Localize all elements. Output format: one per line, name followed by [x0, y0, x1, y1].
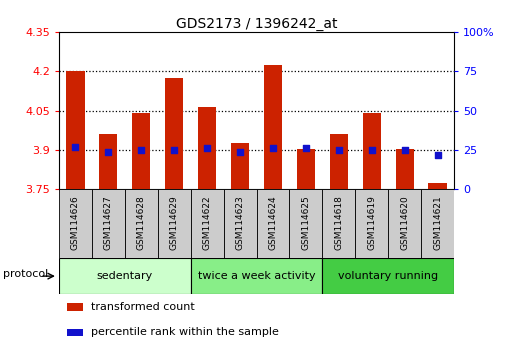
Bar	[191, 189, 224, 258]
Text: GSM114622: GSM114622	[203, 195, 212, 250]
Title: GDS2173 / 1396242_at: GDS2173 / 1396242_at	[176, 17, 337, 31]
Text: percentile rank within the sample: percentile rank within the sample	[91, 327, 279, 337]
Bar	[363, 113, 381, 189]
Bar	[198, 107, 216, 189]
Bar	[428, 183, 447, 189]
Text: sedentary: sedentary	[97, 271, 153, 281]
Bar	[264, 65, 282, 189]
Text: GSM114620: GSM114620	[400, 195, 409, 250]
Point	[137, 147, 145, 153]
Point	[269, 145, 277, 151]
Point	[236, 149, 244, 154]
Point	[104, 149, 112, 154]
Text: GSM114618: GSM114618	[334, 195, 343, 250]
Point	[334, 147, 343, 153]
Bar	[67, 303, 83, 311]
Text: protocol: protocol	[3, 269, 48, 279]
Text: GSM114625: GSM114625	[301, 195, 310, 250]
Bar	[322, 189, 355, 258]
Bar	[256, 189, 289, 258]
Bar	[231, 143, 249, 189]
Point	[302, 145, 310, 151]
Bar	[165, 78, 183, 189]
Bar	[355, 189, 388, 258]
Bar	[100, 134, 117, 189]
Bar	[59, 258, 191, 294]
Text: voluntary running: voluntary running	[338, 271, 438, 281]
Text: GSM114626: GSM114626	[71, 195, 80, 250]
Bar	[289, 189, 322, 258]
Bar	[132, 113, 150, 189]
Bar	[330, 134, 348, 189]
Text: GSM114624: GSM114624	[268, 195, 278, 250]
Point	[401, 147, 409, 153]
Bar	[158, 189, 191, 258]
Bar	[224, 189, 256, 258]
Point	[170, 147, 179, 153]
Bar	[67, 329, 83, 336]
Bar	[388, 189, 421, 258]
Bar	[396, 149, 413, 189]
Point	[71, 144, 80, 150]
Text: twice a week activity: twice a week activity	[198, 271, 315, 281]
Text: GSM114619: GSM114619	[367, 195, 376, 250]
Point	[368, 147, 376, 153]
Bar	[322, 258, 454, 294]
Bar	[92, 189, 125, 258]
Bar	[191, 258, 322, 294]
Point	[433, 152, 442, 158]
Bar	[125, 189, 158, 258]
Text: GSM114621: GSM114621	[433, 195, 442, 250]
Text: transformed count: transformed count	[91, 302, 194, 312]
Text: GSM114627: GSM114627	[104, 195, 113, 250]
Point	[203, 145, 211, 151]
Bar	[421, 189, 454, 258]
Text: GSM114629: GSM114629	[170, 195, 179, 250]
Text: GSM114623: GSM114623	[235, 195, 245, 250]
Text: GSM114628: GSM114628	[137, 195, 146, 250]
Bar	[66, 71, 85, 189]
Bar	[59, 189, 92, 258]
Bar	[297, 149, 315, 189]
